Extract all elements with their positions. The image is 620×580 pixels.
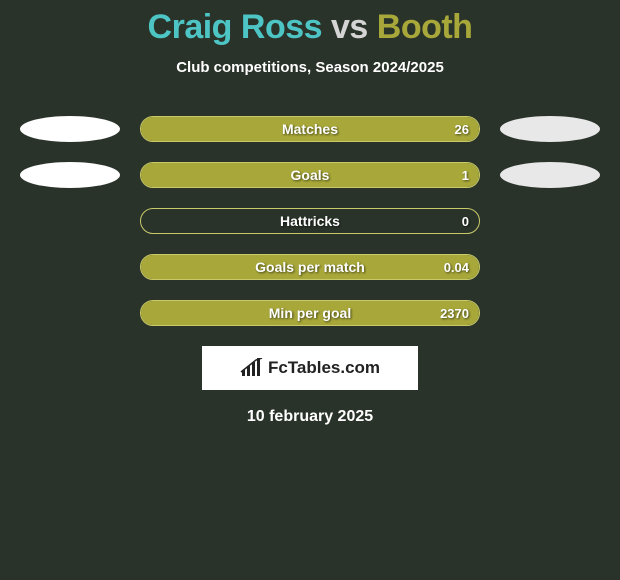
spacer bbox=[500, 208, 600, 234]
comparison-title: Craig Ross vs Booth bbox=[0, 0, 620, 47]
player1-name: Craig Ross bbox=[148, 8, 323, 46]
logo-box: FcTables.com bbox=[202, 346, 418, 390]
stat-label: Goals per match bbox=[141, 255, 479, 279]
stat-label: Goals bbox=[141, 163, 479, 187]
stat-value-player2: 1 bbox=[462, 163, 469, 187]
stat-value-player2: 2370 bbox=[440, 301, 469, 325]
stat-value-player2: 0 bbox=[462, 209, 469, 233]
stat-bar: Goals per match0.04 bbox=[140, 254, 480, 280]
spacer bbox=[20, 254, 120, 280]
chart-icon bbox=[240, 358, 264, 378]
stat-value-player2: 0.04 bbox=[444, 255, 469, 279]
stat-label: Hattricks bbox=[141, 209, 479, 233]
date-text: 10 february 2025 bbox=[0, 408, 620, 426]
stat-row: Goals per match0.04 bbox=[0, 254, 620, 280]
spacer bbox=[20, 300, 120, 326]
stat-bar: Min per goal2370 bbox=[140, 300, 480, 326]
vs-text: vs bbox=[331, 8, 368, 46]
player2-marker bbox=[500, 116, 600, 142]
logo-text: FcTables.com bbox=[268, 358, 380, 378]
stats-chart: Matches26 Goals1 Hattricks0 Goals per match… bbox=[0, 116, 620, 326]
stat-bar: Hattricks0 bbox=[140, 208, 480, 234]
subtitle: Club competitions, Season 2024/2025 bbox=[0, 59, 620, 76]
stat-bar: Goals1 bbox=[140, 162, 480, 188]
stat-value-player2: 26 bbox=[455, 117, 469, 141]
player2-marker bbox=[500, 162, 600, 188]
stat-label: Matches bbox=[141, 117, 479, 141]
stat-row: Min per goal2370 bbox=[0, 300, 620, 326]
stat-bar: Matches26 bbox=[140, 116, 480, 142]
stat-label: Min per goal bbox=[141, 301, 479, 325]
stat-row: Hattricks0 bbox=[0, 208, 620, 234]
spacer bbox=[500, 254, 600, 280]
spacer bbox=[20, 208, 120, 234]
player1-marker bbox=[20, 162, 120, 188]
logo: FcTables.com bbox=[240, 358, 380, 378]
player2-name: Booth bbox=[377, 8, 473, 46]
stat-row: Goals1 bbox=[0, 162, 620, 188]
stat-row: Matches26 bbox=[0, 116, 620, 142]
spacer bbox=[500, 300, 600, 326]
player1-marker bbox=[20, 116, 120, 142]
